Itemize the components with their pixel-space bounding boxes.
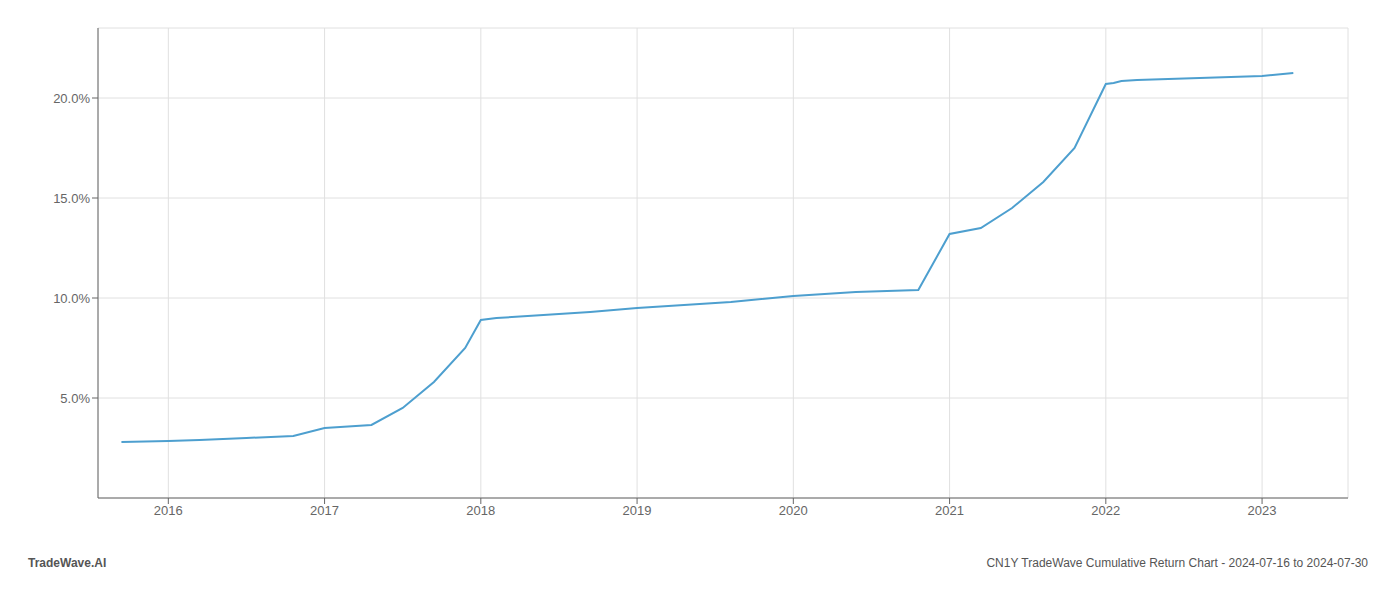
svg-text:2022: 2022 [1091,503,1120,518]
svg-text:2019: 2019 [623,503,652,518]
svg-text:2017: 2017 [310,503,339,518]
svg-text:20.0%: 20.0% [53,91,90,106]
svg-text:2016: 2016 [154,503,183,518]
html-text:TradeWave.AI: TradeWave.AI [28,556,107,570]
svg-text:2020: 2020 [779,503,808,518]
svg-text:2021: 2021 [935,503,964,518]
svg-text:5.0%: 5.0% [60,391,90,406]
html-text:CN1Y TradeWave Cumulative Retu: CN1Y TradeWave Cumulative Return Chart -… [986,556,1368,570]
svg-text:10.0%: 10.0% [53,291,90,306]
svg-text:15.0%: 15.0% [53,191,90,206]
svg-text:2018: 2018 [466,503,495,518]
svg-text:2023: 2023 [1248,503,1277,518]
